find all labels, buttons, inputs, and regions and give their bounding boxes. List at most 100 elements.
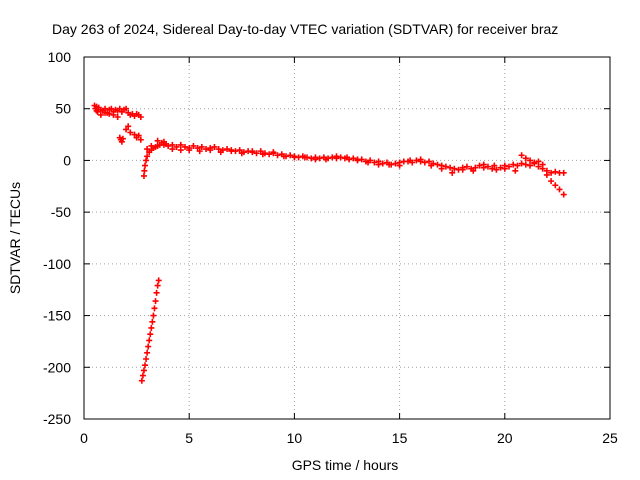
data-point	[135, 132, 142, 139]
data-point	[535, 163, 542, 170]
data-point	[459, 166, 466, 173]
data-point	[543, 171, 550, 178]
y-tick-label: -250	[43, 411, 71, 427]
data-point	[428, 162, 435, 169]
data-point	[451, 165, 458, 172]
data-point	[127, 129, 134, 136]
data-points	[91, 102, 567, 384]
data-point	[139, 372, 146, 379]
y-tick-label: 100	[48, 49, 72, 65]
data-point	[442, 163, 449, 170]
data-point	[522, 161, 529, 168]
axis-ticks	[83, 56, 611, 420]
data-point	[386, 161, 393, 168]
data-point	[522, 155, 529, 162]
data-point	[274, 152, 281, 159]
data-point	[123, 126, 130, 133]
y-tick-labels: -250 -200 -150 -100 -50 0 50 100	[43, 49, 71, 427]
data-point	[194, 145, 201, 152]
data-point	[94, 108, 101, 115]
data-point	[308, 155, 315, 162]
data-point	[365, 159, 372, 166]
data-point	[144, 146, 151, 153]
chart-title: Day 263 of 2024, Sidereal Day-to-day VTE…	[52, 21, 558, 37]
data-point	[560, 169, 567, 176]
data-point	[527, 157, 534, 164]
data-point	[501, 165, 508, 172]
data-point	[198, 143, 205, 150]
data-point	[108, 105, 115, 112]
data-point	[131, 131, 138, 138]
data-point	[392, 160, 399, 167]
data-point	[337, 154, 344, 161]
data-point	[548, 178, 555, 185]
data-point	[137, 136, 144, 143]
data-point	[301, 154, 308, 161]
data-point	[143, 157, 150, 164]
data-point	[151, 305, 158, 312]
y-tick-label: -100	[43, 256, 71, 272]
data-point	[148, 324, 155, 331]
data-point	[531, 159, 538, 166]
grid	[84, 57, 610, 419]
data-point	[215, 146, 222, 153]
data-point	[97, 111, 104, 118]
y-axis-title: SDTVAR / TECUs	[7, 182, 23, 294]
data-point	[118, 138, 125, 145]
data-point	[173, 143, 180, 150]
x-tick-label: 5	[185, 430, 193, 446]
data-point	[169, 146, 176, 153]
data-point	[396, 162, 403, 169]
data-point	[480, 161, 487, 168]
data-point	[470, 167, 477, 174]
data-point	[518, 152, 525, 159]
data-point	[145, 343, 152, 350]
data-point	[236, 147, 243, 154]
data-point	[144, 349, 151, 356]
data-point	[287, 152, 294, 159]
data-point	[203, 146, 210, 153]
series-main-track	[91, 102, 567, 179]
data-point	[142, 162, 149, 169]
data-point	[217, 149, 224, 156]
y-tick-label: 50	[55, 101, 71, 117]
data-point	[102, 109, 109, 116]
data-point	[196, 148, 203, 155]
data-point	[312, 156, 319, 163]
data-point	[228, 148, 235, 155]
data-point	[123, 105, 130, 112]
data-point	[417, 156, 424, 163]
data-point	[489, 165, 496, 172]
data-point	[421, 159, 428, 166]
data-point	[539, 161, 546, 168]
data-point	[160, 138, 167, 145]
data-point	[371, 159, 378, 166]
data-point	[556, 186, 563, 193]
data-point	[148, 142, 155, 149]
series-steep-segment	[138, 277, 162, 384]
data-point	[438, 165, 445, 172]
data-point	[527, 162, 534, 169]
y-tick-label: -50	[51, 204, 71, 220]
data-point	[224, 146, 231, 153]
data-point	[322, 156, 329, 163]
data-point	[110, 111, 117, 118]
data-point	[207, 147, 214, 154]
data-point	[140, 172, 147, 179]
data-point	[375, 161, 382, 168]
data-point	[177, 141, 184, 148]
data-point	[153, 289, 160, 296]
data-point	[379, 160, 386, 167]
plot-frame	[83, 56, 611, 420]
data-point	[154, 282, 161, 289]
data-point	[413, 157, 420, 164]
data-point	[149, 318, 156, 325]
data-point	[181, 143, 188, 150]
data-point	[447, 164, 454, 171]
data-point	[93, 107, 100, 114]
data-point	[333, 153, 340, 160]
data-point	[152, 298, 159, 305]
data-point	[476, 162, 483, 169]
data-point	[125, 123, 132, 130]
